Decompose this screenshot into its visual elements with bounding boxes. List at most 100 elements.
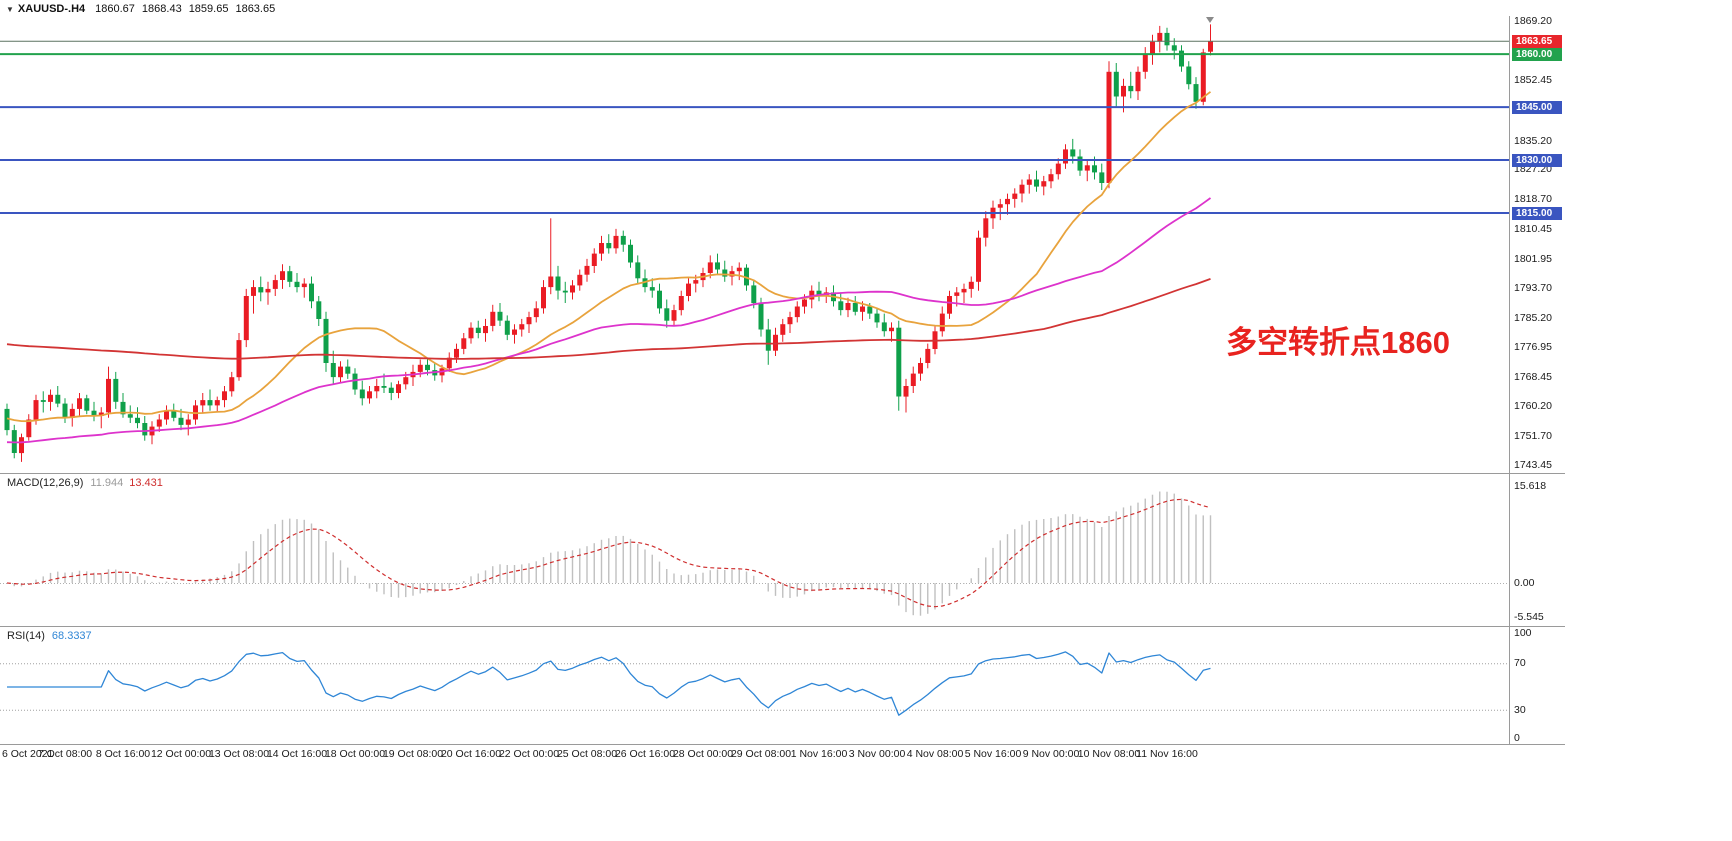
price-badge: 1863.65: [1512, 34, 1562, 48]
candle: [1179, 45, 1184, 72]
macd-histogram: [13, 491, 1212, 616]
candle: [156, 414, 162, 432]
time-axis-label: 9 Nov 00:00: [1022, 748, 1080, 760]
time-axis-label: 4 Nov 08:00: [906, 748, 964, 760]
candle: [649, 278, 655, 298]
candle: [207, 389, 213, 411]
candle: [1005, 193, 1010, 215]
candle: [512, 324, 517, 344]
candle: [838, 292, 844, 316]
time-axis[interactable]: 6 Oct 2021 7 Oct 08:00 8 Oct 16:00 12 Oct 0…: [0, 745, 1565, 767]
candles-layer: [4, 24, 1213, 462]
candle: [787, 311, 793, 333]
candle: [1084, 160, 1090, 182]
candle: [715, 253, 720, 275]
candle: [918, 357, 923, 381]
candle: [272, 274, 278, 296]
price-tick-label: 1818.70: [1514, 193, 1552, 206]
candle: [40, 391, 46, 413]
price-tick-label: 1793.70: [1514, 281, 1552, 294]
candle: [497, 303, 503, 326]
candle: [599, 235, 604, 261]
macd-axis-label: 0.00: [1514, 576, 1535, 589]
candle: [983, 211, 989, 247]
candle: [106, 366, 111, 418]
candle: [577, 269, 583, 291]
candle: [26, 414, 32, 441]
candle: [939, 306, 945, 337]
candle: [48, 389, 53, 411]
candle: [113, 371, 119, 409]
candle: [1113, 63, 1119, 108]
candle: [686, 278, 691, 302]
price-badge: 1815.00: [1512, 206, 1562, 220]
candle: [287, 265, 293, 288]
candle: [19, 433, 24, 462]
candle: [896, 320, 902, 411]
candle: [562, 281, 568, 303]
candle: [91, 401, 97, 422]
ma-line-50: [6, 197, 1212, 444]
price-axis[interactable]: 1869.20 1852.45 1835.20 1827.20 1818.70 1810.…: [1510, 0, 1732, 745]
candle: [816, 281, 822, 302]
candle: [229, 371, 235, 397]
time-axis-label: 14 Oct 16:00: [266, 748, 328, 760]
candle: [678, 290, 684, 316]
candle: [214, 396, 220, 413]
price-tick-label: 1827.20: [1514, 163, 1552, 176]
rsi-name: RSI(14): [7, 630, 45, 642]
candle: [251, 280, 256, 314]
time-axis-label: 1 Nov 16:00: [790, 748, 848, 760]
candle: [446, 352, 452, 372]
candle: [613, 228, 619, 254]
candle: [236, 333, 242, 381]
candle: [301, 278, 307, 298]
macd-name: MACD(12,26,9): [7, 477, 84, 489]
ohlc-high: 1868.43: [141, 3, 182, 15]
candle: [359, 380, 365, 406]
symbol-dropdown-icon[interactable]: ▼: [6, 5, 14, 14]
macd-signal-value: 13.431: [129, 477, 163, 489]
candle: [316, 296, 322, 326]
candle: [852, 296, 858, 316]
candle: [548, 218, 554, 295]
time-axis-label: 6 Oct 2021: [2, 748, 54, 760]
rsi-axis-label: 30: [1514, 703, 1526, 716]
candle: [1157, 25, 1163, 53]
candle: [185, 414, 191, 436]
candle: [1164, 27, 1170, 51]
price-badge: 1845.00: [1512, 100, 1562, 114]
time-axis-label: 25 Oct 08:00: [556, 748, 618, 760]
candle: [736, 262, 742, 281]
candle: [541, 280, 546, 314]
price-tick-label: 1785.20: [1514, 311, 1552, 324]
time-axis-label: 13 Oct 08:00: [208, 748, 270, 760]
candle: [84, 394, 90, 415]
candle: [454, 343, 459, 363]
time-axis-label: 12 Oct 00:00: [150, 748, 212, 760]
candle: [1200, 48, 1206, 106]
candle: [657, 283, 662, 314]
price-tick-label: 1768.45: [1514, 370, 1552, 383]
time-axis-label: 28 Oct 00:00: [672, 748, 734, 760]
candle: [171, 403, 177, 422]
candle: [461, 333, 467, 355]
macd-indicator-label: MACD(12,26,9) 11.944 13.431: [7, 477, 163, 489]
candle: [794, 301, 800, 323]
candle: [388, 382, 394, 401]
candle: [961, 283, 967, 303]
rsi-axis-label: 70: [1514, 657, 1526, 670]
macd-axis-label: -5.545: [1514, 610, 1544, 623]
candle: [164, 405, 169, 425]
candle: [504, 315, 510, 341]
candle: [635, 255, 641, 284]
time-axis-label: 22 Oct 00:00: [498, 748, 560, 760]
price-tick-label: 1751.70: [1514, 430, 1552, 442]
candle: [584, 258, 590, 282]
candle: [55, 386, 61, 408]
candle: [265, 281, 271, 305]
candle: [1055, 158, 1061, 180]
candle: [352, 368, 358, 395]
